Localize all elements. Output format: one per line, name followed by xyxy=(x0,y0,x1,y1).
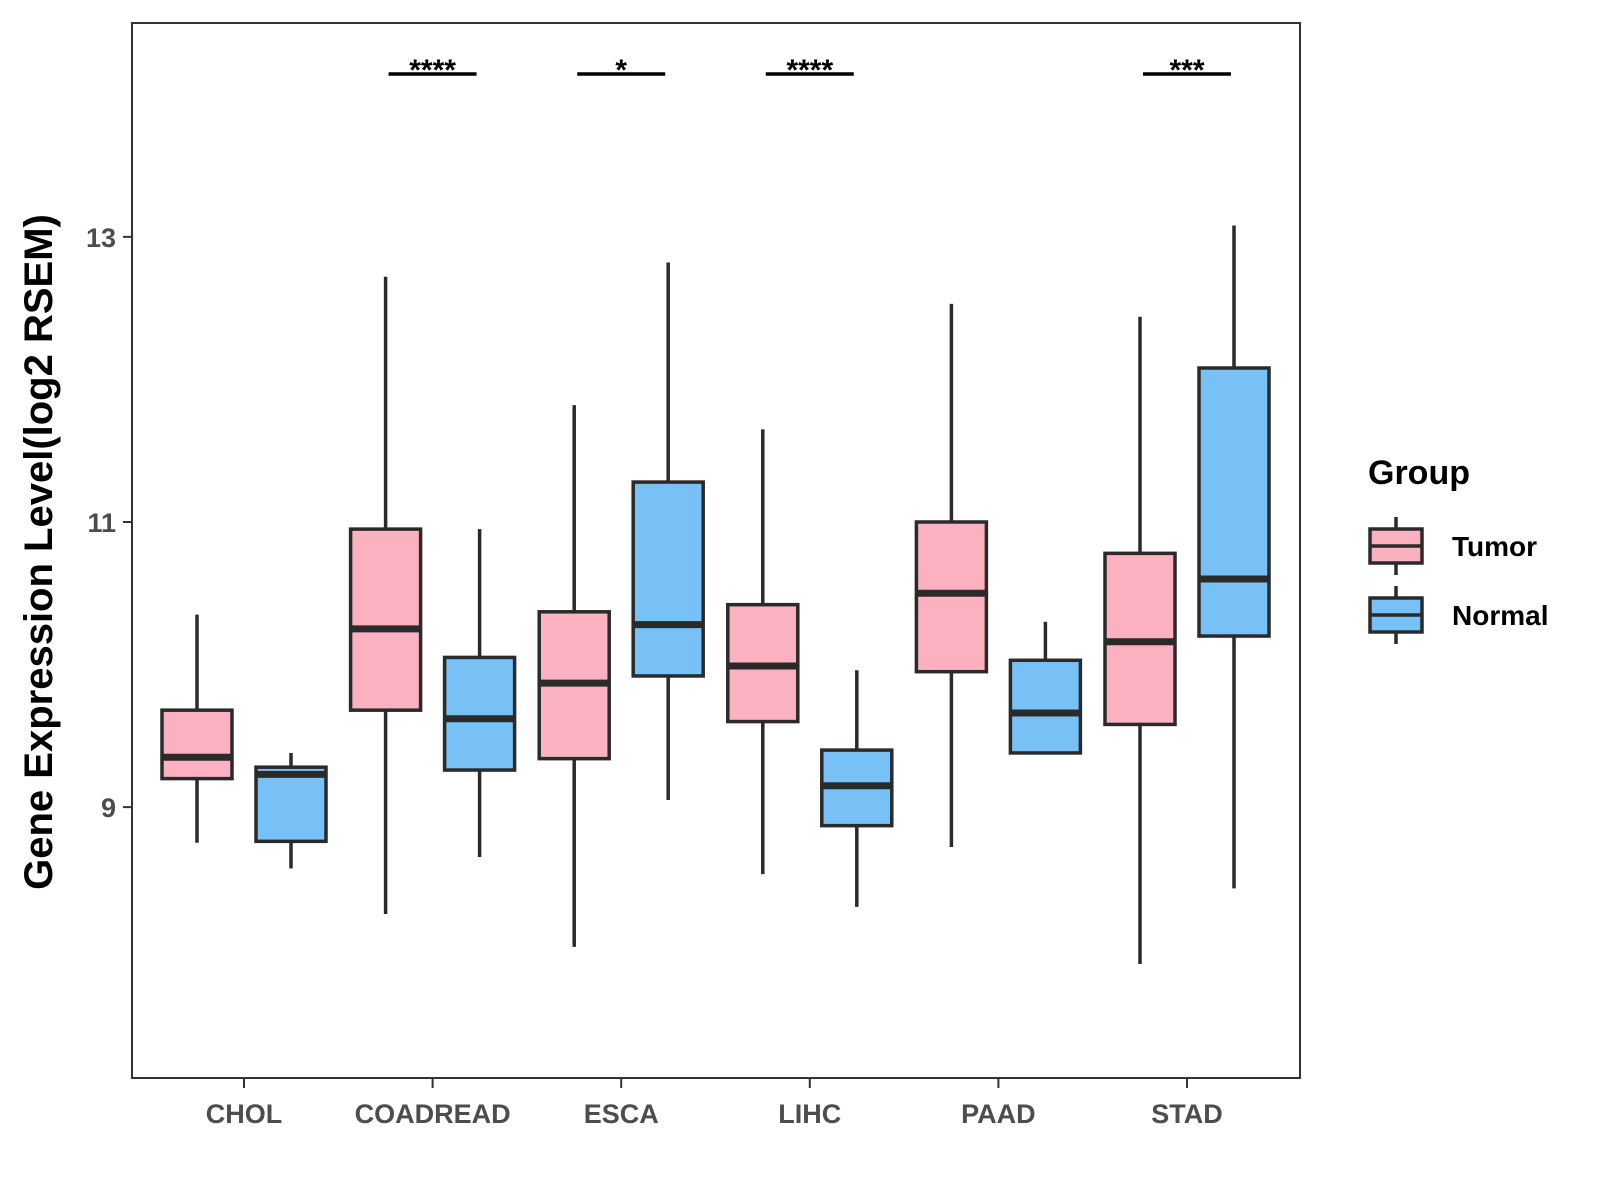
legend-label: Tumor xyxy=(1452,531,1537,562)
box-body xyxy=(1197,366,1271,638)
legend-entry-tumor: Tumor xyxy=(1368,517,1537,575)
box-body xyxy=(442,655,517,772)
box-body xyxy=(1008,658,1083,755)
significance-label: **** xyxy=(409,54,456,87)
x-tick-label: COADREAD xyxy=(355,1099,511,1129)
significance-annotations: **** * **** *** xyxy=(388,54,1231,87)
y-tick-label: 13 xyxy=(86,223,116,253)
box-tumor-coadread xyxy=(348,276,423,915)
y-tick-label: 9 xyxy=(101,793,116,823)
box-tumor-paad xyxy=(914,303,989,848)
x-tick-label: CHOL xyxy=(206,1099,283,1129)
y-tick-label: 11 xyxy=(87,508,116,538)
x-tick-label: STAD xyxy=(1151,1099,1223,1129)
box-normal-stad xyxy=(1197,225,1271,889)
box-tumor-chol xyxy=(160,614,234,843)
box-normal-esca xyxy=(631,262,705,800)
box-tumor-esca xyxy=(537,405,611,947)
box-body xyxy=(914,520,989,674)
box-tumor-stad xyxy=(1103,316,1177,964)
box-normal-paad xyxy=(1008,621,1083,755)
plot-area xyxy=(160,225,1271,964)
panel-border xyxy=(131,22,1301,1079)
significance-label: *** xyxy=(1169,54,1204,87)
legend: Group Tumor Normal xyxy=(1368,454,1548,644)
x-tick-label: ESCA xyxy=(584,1099,659,1129)
y-axis-title: Gene Expression Level(log2 RSEM) xyxy=(17,214,61,890)
box-body xyxy=(254,765,328,844)
legend-title: Group xyxy=(1368,454,1470,492)
legend-label: Normal xyxy=(1452,600,1548,631)
box-body xyxy=(348,527,423,712)
box-body xyxy=(631,480,705,678)
box-normal-chol xyxy=(254,752,328,869)
axes: 9 11 13 CHOL COADREAD ESCA LIHC PAAD STAD xyxy=(86,22,1301,1129)
box-body xyxy=(160,708,234,781)
box-tumor-lihc xyxy=(726,429,800,875)
box-normal-lihc xyxy=(820,670,894,907)
significance-label: **** xyxy=(786,54,833,87)
box-normal-coadread xyxy=(442,529,517,858)
x-tick-label: LIHC xyxy=(778,1099,841,1129)
legend-entry-normal: Normal xyxy=(1368,586,1548,644)
x-tick-label: PAAD xyxy=(961,1099,1036,1129)
significance-label: * xyxy=(615,54,627,87)
